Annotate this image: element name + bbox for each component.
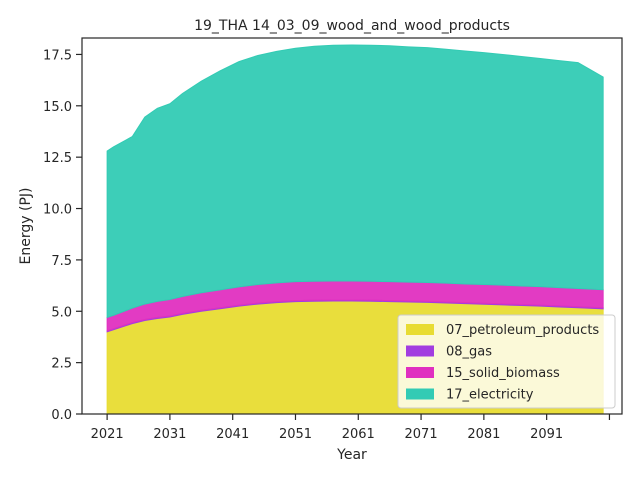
y-tick-label: 10.0: [43, 203, 72, 218]
y-tick-label: 5.0: [51, 305, 72, 320]
x-tick-label: 2071: [405, 427, 438, 442]
legend-swatch: [406, 345, 434, 357]
legend-swatch: [406, 367, 434, 378]
plot-frame: [81, 37, 623, 415]
area-series-3: [106, 44, 604, 319]
chart-title: 19_THA 14_03_09_wood_and_wood_products: [194, 18, 510, 34]
y-tick-label: 15.0: [43, 100, 72, 115]
y-tick-label: 17.5: [43, 48, 72, 63]
x-axis-title: Year: [336, 447, 367, 463]
x-tick-label: 2081: [467, 427, 500, 442]
y-axis-ticks: 0.0 2.5 5.0 7.5 10.0 12.5 15.0 17.5: [43, 48, 82, 423]
legend-swatch: [406, 324, 434, 335]
y-tick-label: 0.0: [51, 408, 72, 423]
legend-swatch: [406, 388, 434, 400]
legend: 07_petroleum_products 08_gas 15_solid_biom…: [397, 314, 616, 409]
legend-label: 08_gas: [446, 345, 492, 360]
x-tick-label: 2091: [530, 427, 563, 442]
x-tick-label: 2061: [342, 427, 375, 442]
legend-label: 17_electricity: [446, 388, 534, 403]
x-tick-label: 2051: [279, 427, 312, 442]
y-tick-label: 12.5: [43, 151, 72, 166]
legend-label: 15_solid_biomass: [446, 366, 560, 381]
legend-box: [397, 314, 616, 409]
x-axis-ticks: 2021 2031 2041 2051 2061 2071 2081 2091: [91, 414, 611, 442]
x-tick-label: 2031: [153, 427, 186, 442]
x-tick-label: 2021: [91, 427, 124, 442]
y-axis-title: Energy (PJ): [18, 188, 34, 265]
legend-label: 07_petroleum_products: [446, 323, 599, 338]
y-tick-label: 2.5: [51, 357, 72, 372]
y-tick-label: 7.5: [51, 254, 72, 269]
x-tick-label: 2041: [216, 427, 249, 442]
